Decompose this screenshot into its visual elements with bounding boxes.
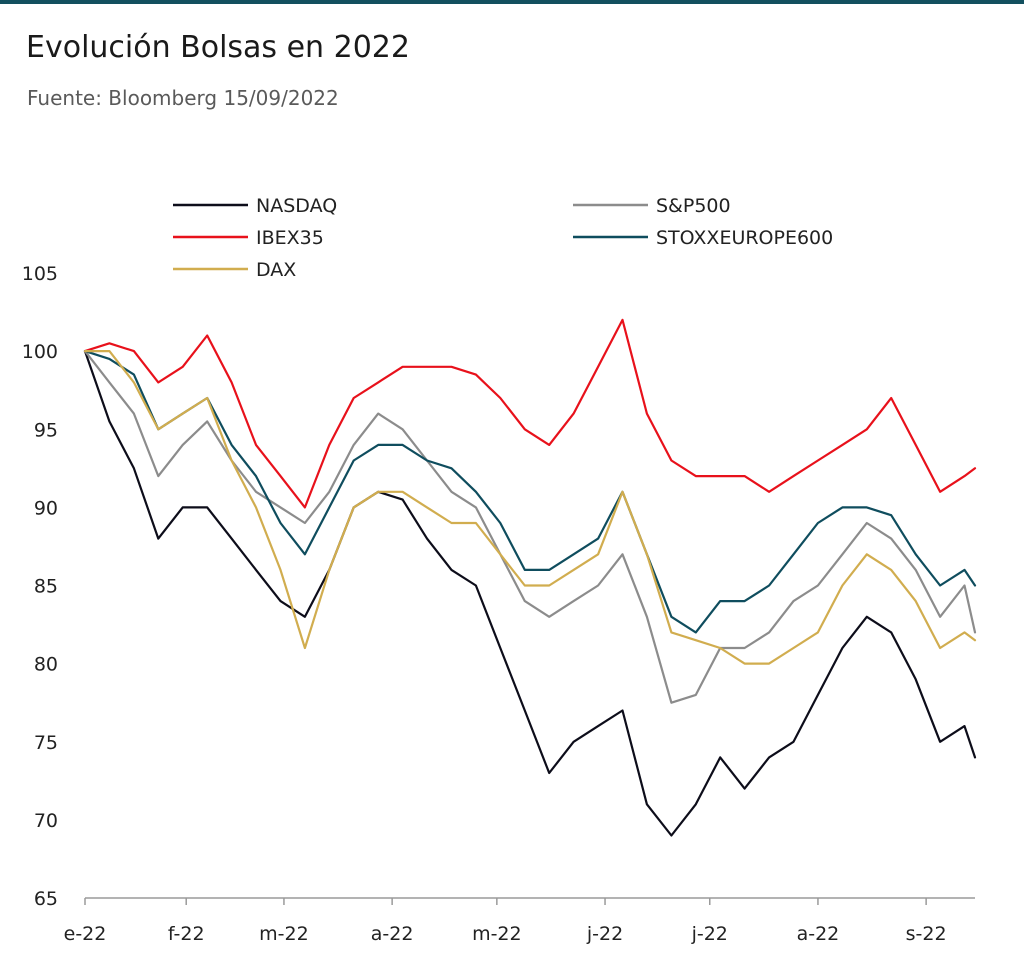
- x-tick-label: a-22: [371, 923, 414, 945]
- y-tick-label: 75: [34, 732, 58, 754]
- y-tick-label: 65: [34, 888, 58, 910]
- x-tick-label: e-22: [64, 923, 107, 945]
- series-line-nasdaq: [83, 350, 977, 837]
- y-tick-label: 80: [34, 654, 58, 676]
- x-tick-label: m-22: [472, 923, 522, 945]
- y-tick-label: 100: [22, 341, 58, 363]
- x-tick-label: a-22: [797, 923, 840, 945]
- y-tick-label: 90: [34, 497, 58, 519]
- series-line-ibex35: [83, 318, 977, 509]
- legend-label-dax: DAX: [256, 259, 296, 281]
- y-tick-label: 105: [22, 263, 58, 285]
- page-title: Evolución Bolsas en 2022: [26, 30, 410, 65]
- y-tick-label: 95: [34, 419, 58, 441]
- x-tick-label: j-22: [691, 923, 728, 945]
- x-tick-label: s-22: [906, 923, 947, 945]
- x-tick-label: j-22: [586, 923, 623, 945]
- page-subtitle: Fuente: Bloomberg 15/09/2022: [27, 86, 339, 110]
- legend-label-nasdaq: NASDAQ: [256, 195, 337, 217]
- y-tick-label: 85: [34, 576, 58, 598]
- series-line-dax: [83, 350, 977, 665]
- legend-label-stoxxeurope600: STOXXEUROPE600: [656, 227, 833, 249]
- legend-label-ibex35: IBEX35: [256, 227, 324, 249]
- legend-label-sp500: S&P500: [656, 195, 731, 217]
- series-line-sp500: [83, 350, 977, 704]
- series-line-stoxxeurope600: [83, 350, 977, 634]
- top-rule: [0, 0, 1024, 4]
- y-tick-label: 70: [34, 810, 58, 832]
- x-tick-label: m-22: [259, 923, 309, 945]
- x-tick-label: f-22: [168, 923, 205, 945]
